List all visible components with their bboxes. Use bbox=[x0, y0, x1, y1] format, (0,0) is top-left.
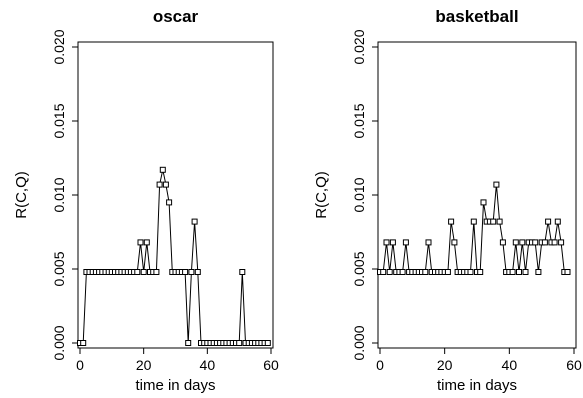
data-point bbox=[182, 269, 189, 275]
data-point bbox=[134, 269, 141, 275]
data-point bbox=[239, 269, 246, 275]
data-point bbox=[490, 218, 497, 225]
series-line bbox=[380, 184, 568, 273]
data-point bbox=[509, 269, 516, 275]
data-point bbox=[191, 218, 198, 225]
x-axis: 0 20 40 60 bbox=[376, 348, 582, 373]
x-tick-label: 60 bbox=[263, 357, 279, 373]
data-point bbox=[137, 239, 144, 246]
plot-frame bbox=[377, 41, 577, 349]
data-point bbox=[143, 239, 150, 246]
data-point bbox=[80, 340, 87, 346]
data-point bbox=[166, 199, 173, 206]
data-point bbox=[535, 269, 542, 275]
y-tick-label: 0.020 bbox=[351, 29, 367, 64]
data-point bbox=[444, 269, 451, 275]
y-tick-label: 0.010 bbox=[351, 177, 367, 212]
y-tick-label: 0.005 bbox=[51, 251, 67, 286]
data-point bbox=[470, 218, 477, 225]
data-point bbox=[188, 269, 195, 275]
data-point bbox=[153, 269, 160, 275]
y-tick-label: 0.020 bbox=[51, 29, 67, 64]
data-point bbox=[512, 239, 519, 246]
y-axis-label: R(C,Q) bbox=[313, 171, 330, 219]
y-axis: 0.000 0.005 0.010 0.015 0.020 bbox=[51, 29, 78, 361]
chart-title: basketball bbox=[435, 7, 518, 26]
data-point bbox=[516, 269, 522, 275]
data-point bbox=[140, 269, 147, 275]
y-axis-label: R(C,Q) bbox=[13, 171, 30, 219]
data-point bbox=[499, 239, 506, 246]
y-tick-label: 0.005 bbox=[351, 251, 367, 286]
data-point bbox=[477, 269, 484, 275]
data-point bbox=[467, 269, 474, 275]
data-point bbox=[522, 269, 529, 275]
data-point bbox=[448, 218, 455, 225]
data-point bbox=[383, 239, 390, 246]
x-tick-label: 20 bbox=[437, 357, 453, 373]
x-tick-label: 60 bbox=[566, 357, 582, 373]
y-tick-label: 0.015 bbox=[51, 103, 67, 138]
series-line bbox=[80, 169, 268, 344]
x-axis-label: time in days bbox=[437, 377, 517, 394]
chart-panel-oscar: oscar time in days R(C,Q) 0 20 40 600.0000.… bbox=[13, 7, 279, 394]
data-point bbox=[162, 181, 169, 188]
data-point bbox=[551, 239, 558, 246]
data-point bbox=[422, 269, 429, 275]
data-point bbox=[236, 340, 243, 346]
data-points bbox=[377, 181, 571, 275]
data-point bbox=[264, 340, 271, 346]
data-point bbox=[541, 239, 548, 246]
data-point bbox=[185, 340, 192, 346]
data-point bbox=[532, 239, 539, 246]
data-point bbox=[159, 166, 166, 173]
x-axis-label: time in days bbox=[135, 377, 215, 394]
data-points bbox=[77, 166, 271, 346]
x-axis: 0 20 40 60 bbox=[76, 348, 279, 373]
data-point bbox=[399, 269, 406, 275]
data-point bbox=[558, 239, 565, 246]
data-point bbox=[425, 239, 432, 246]
data-point bbox=[545, 218, 552, 225]
chart-title: oscar bbox=[153, 7, 199, 26]
data-point bbox=[554, 218, 561, 225]
data-point bbox=[380, 269, 387, 275]
data-point bbox=[480, 199, 487, 206]
y-tick-label: 0.000 bbox=[351, 325, 367, 360]
data-point bbox=[194, 269, 201, 275]
data-point bbox=[386, 269, 393, 275]
y-tick-label: 0.000 bbox=[51, 325, 67, 360]
y-tick-label: 0.010 bbox=[51, 177, 67, 212]
x-tick-label: 40 bbox=[502, 357, 518, 373]
data-point bbox=[519, 239, 526, 246]
x-tick-label: 0 bbox=[76, 357, 84, 373]
x-tick-label: 40 bbox=[200, 357, 216, 373]
y-axis: 0.000 0.005 0.010 0.015 0.020 bbox=[351, 29, 378, 361]
x-tick-label: 20 bbox=[136, 357, 152, 373]
y-tick-label: 0.015 bbox=[351, 103, 367, 138]
data-point bbox=[564, 269, 571, 275]
data-point bbox=[451, 239, 458, 246]
data-point bbox=[389, 239, 396, 246]
data-point bbox=[493, 181, 500, 188]
data-point bbox=[496, 218, 503, 225]
x-tick-label: 0 bbox=[376, 357, 384, 373]
data-point bbox=[156, 181, 163, 188]
chart-panel-basketball: basketball time in days R(C,Q) 0 20 40 60 0.… bbox=[313, 7, 582, 394]
data-point bbox=[402, 239, 409, 246]
